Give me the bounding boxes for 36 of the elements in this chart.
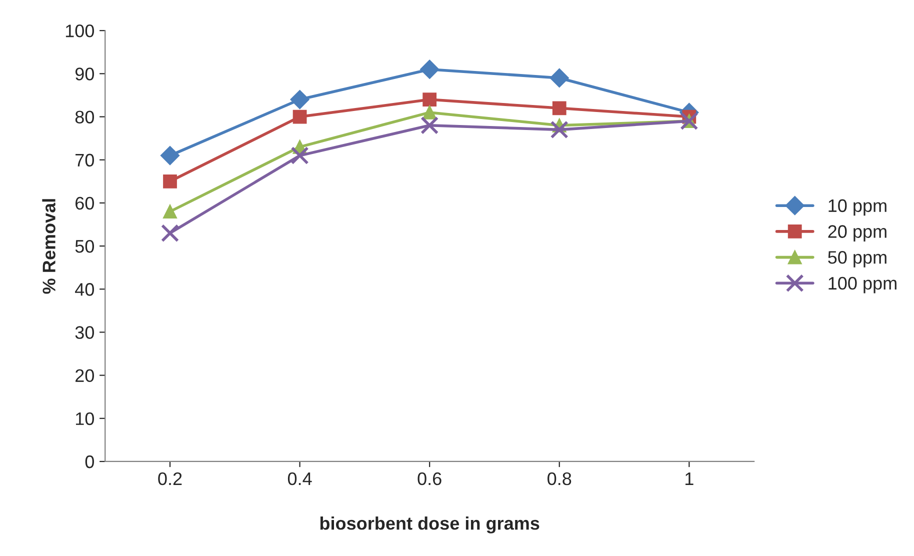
point — [290, 90, 310, 110]
y-tick-label: 20 — [76, 369, 94, 382]
x-tick-label: 0.2 — [158, 472, 182, 486]
point — [160, 224, 180, 242]
y-tick-label: 50 — [75, 240, 94, 253]
y-axis-title: % Removal — [42, 199, 56, 294]
y-tick-label: 0 — [85, 455, 94, 468]
legend-label: 50 ppm — [828, 251, 886, 268]
y-tick-label: 30 — [75, 326, 94, 339]
x-tick-label: 0.4 — [288, 472, 312, 486]
point — [420, 116, 439, 134]
y-tick-label: 10 — [76, 412, 94, 426]
legend-label: 100 ppm — [828, 276, 896, 294]
y-tick-label: 70 — [76, 154, 94, 167]
point — [163, 174, 177, 188]
y-tick-label: 60 — [76, 196, 94, 210]
point — [290, 146, 309, 165]
point — [550, 68, 569, 88]
x-tick-label: 0.6 — [418, 472, 442, 486]
point — [550, 120, 568, 139]
point — [422, 92, 437, 106]
legend-label: 20 ppm — [828, 225, 886, 242]
point — [552, 101, 566, 116]
point — [422, 106, 437, 120]
point — [420, 60, 440, 79]
point — [292, 110, 307, 124]
y-tick-label: 80 — [75, 110, 94, 124]
legend-label: 10 ppm — [828, 199, 886, 216]
y-tick-label: 100 — [66, 24, 94, 38]
y-tick-label: 40 — [75, 283, 94, 296]
x-tick-label: 1 — [686, 472, 694, 485]
y-tick-label: 90 — [75, 68, 94, 80]
x-axis-title: biosorbent dose in grams — [320, 516, 540, 534]
x-tick-label: 0.8 — [548, 472, 572, 486]
point — [160, 146, 180, 166]
point — [163, 204, 177, 219]
